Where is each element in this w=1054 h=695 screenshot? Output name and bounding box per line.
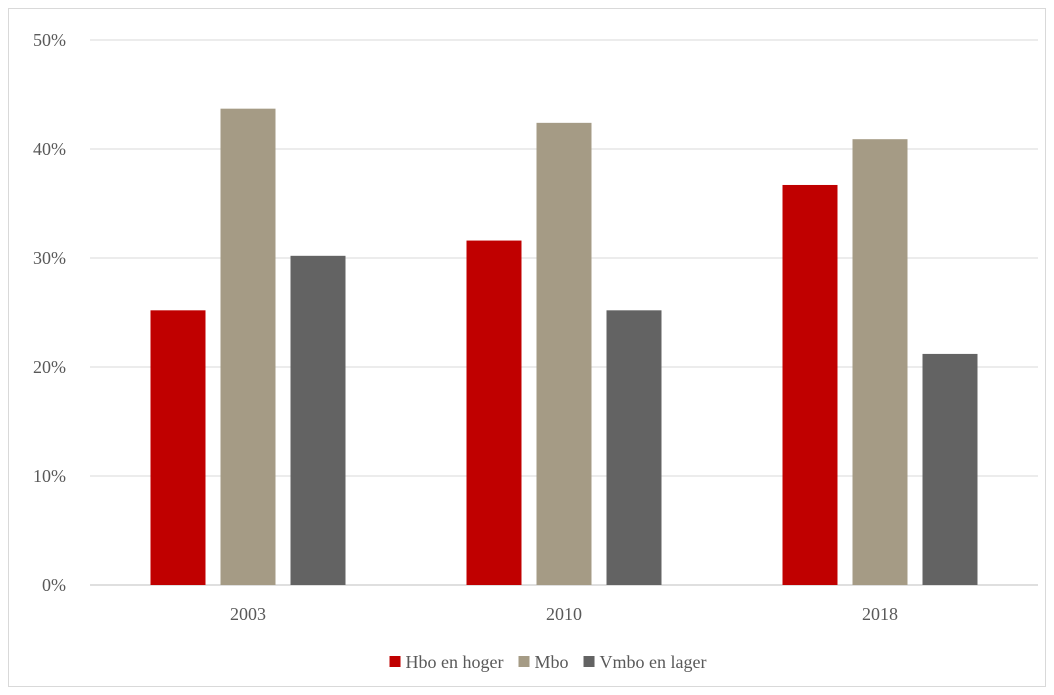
- bar-mbo-2003: [220, 108, 276, 586]
- bar-vmbo-en-lager-2018: [922, 353, 978, 585]
- y-tick-label: 0%: [42, 575, 66, 595]
- x-axis: 2003 2010 2018: [230, 604, 898, 624]
- bars: [150, 108, 978, 586]
- legend-label: Hbo en hoger: [406, 652, 504, 672]
- legend-swatch: [389, 656, 401, 667]
- bar-hbo-en-hoger-2018: [782, 184, 838, 585]
- y-tick-label: 40%: [33, 139, 66, 159]
- bar-hbo-en-hoger-2010: [466, 240, 522, 585]
- y-tick-label: 50%: [33, 30, 66, 50]
- y-axis-tick-labels: 0% 10% 20% 30% 40% 50%: [33, 30, 66, 595]
- bar-mbo-2010: [536, 122, 592, 585]
- legend-swatch: [583, 656, 595, 667]
- x-tick-label: 2010: [546, 604, 582, 624]
- legend-label: Vmbo en lager: [600, 652, 707, 672]
- x-tick-label: 2018: [862, 604, 898, 624]
- legend-item-vmbo-en-lager: Vmbo en lager: [583, 652, 707, 672]
- bar-vmbo-en-lager-2010: [606, 310, 662, 585]
- bar-hbo-en-hoger-2003: [150, 310, 206, 585]
- x-tick-label: 2003: [230, 604, 266, 624]
- bar-vmbo-en-lager-2003: [290, 255, 346, 585]
- legend-label: Mbo: [535, 652, 569, 672]
- legend-swatch: [518, 656, 530, 667]
- bar-mbo-2018: [852, 139, 908, 585]
- legend-item-mbo: Mbo: [518, 652, 569, 672]
- legend: Hbo en hoger Mbo Vmbo en lager: [389, 652, 707, 672]
- y-tick-label: 10%: [33, 466, 66, 486]
- y-tick-label: 20%: [33, 357, 66, 377]
- legend-item-hbo-en-hoger: Hbo en hoger: [389, 652, 504, 672]
- y-tick-label: 30%: [33, 248, 66, 268]
